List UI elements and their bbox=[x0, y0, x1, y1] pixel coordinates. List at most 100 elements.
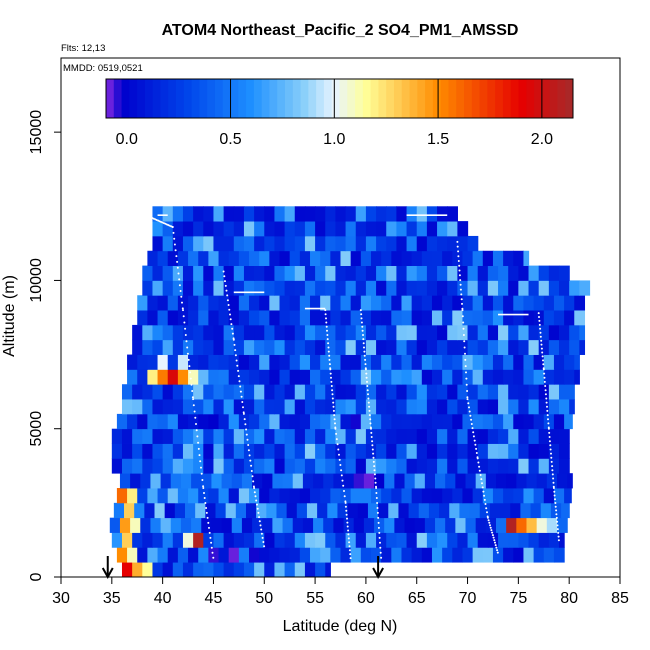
heatmap-cell bbox=[462, 295, 474, 311]
heatmap-cell bbox=[350, 369, 362, 385]
heatmap-cell bbox=[477, 458, 489, 474]
heatmap-cell bbox=[508, 280, 519, 296]
heatmap-cell bbox=[477, 339, 489, 355]
heatmap-cell bbox=[548, 532, 560, 548]
heatmap-cell bbox=[426, 532, 438, 548]
heatmap-cell bbox=[543, 413, 555, 430]
heatmap-cell bbox=[274, 458, 286, 474]
heatmap-cell bbox=[426, 265, 438, 281]
heatmap-cell bbox=[150, 473, 162, 489]
heatmap-cell bbox=[503, 354, 514, 370]
track-point bbox=[332, 409, 335, 412]
heatmap-cell bbox=[228, 488, 240, 504]
heatmap-cell bbox=[457, 324, 469, 341]
heatmap-cell bbox=[528, 532, 540, 548]
heatmap-cell bbox=[279, 250, 291, 266]
heatmap-cell bbox=[472, 369, 484, 385]
heatmap-cell bbox=[193, 443, 204, 459]
heatmap-cell bbox=[533, 295, 545, 311]
track-point bbox=[456, 240, 459, 243]
heatmap-cell bbox=[182, 399, 194, 415]
heatmap-cell bbox=[569, 399, 575, 415]
heatmap-cell bbox=[299, 547, 311, 563]
heatmap-cell bbox=[180, 517, 192, 533]
heatmap-cell bbox=[414, 517, 426, 533]
heatmap-cell bbox=[370, 369, 382, 385]
heatmap-cell bbox=[182, 235, 194, 252]
heatmap-cell bbox=[127, 369, 138, 385]
track-point bbox=[347, 537, 350, 540]
heatmap-cell bbox=[223, 428, 235, 444]
track-point bbox=[473, 439, 476, 442]
heatmap-cell bbox=[457, 428, 469, 444]
colorbar-frame bbox=[105, 78, 574, 119]
heatmap-cell bbox=[498, 532, 509, 548]
heatmap-cell bbox=[335, 428, 347, 444]
heatmap-cell bbox=[274, 399, 286, 415]
heatmap-cell bbox=[315, 443, 326, 459]
heatmap-cell bbox=[238, 295, 250, 311]
heatmap-cell bbox=[396, 206, 408, 222]
heatmap-cell bbox=[111, 443, 123, 459]
heatmap-cell bbox=[482, 413, 494, 430]
heatmap-cell bbox=[203, 443, 215, 459]
heatmap-cell bbox=[498, 443, 509, 459]
heatmap-cell bbox=[256, 502, 267, 519]
heatmap-cell bbox=[313, 517, 324, 533]
heatmap-cell bbox=[546, 473, 558, 489]
heatmap-cell bbox=[315, 458, 326, 474]
heatmap-cell bbox=[477, 384, 489, 400]
heatmap-cell bbox=[284, 399, 296, 415]
colorbar-swatch bbox=[230, 79, 239, 118]
heatmap-cell bbox=[132, 339, 143, 355]
heatmap-cell bbox=[503, 369, 514, 385]
heatmap-cell bbox=[284, 265, 296, 281]
heatmap-cell bbox=[111, 532, 123, 548]
heatmap-cell bbox=[462, 369, 474, 385]
heatmap-cell bbox=[559, 339, 570, 355]
heatmap-cell bbox=[299, 369, 311, 385]
heatmap-cell bbox=[228, 310, 240, 326]
heatmap-cell bbox=[335, 206, 347, 222]
track-point bbox=[459, 279, 462, 282]
track-point bbox=[370, 427, 372, 430]
heatmap-cell bbox=[245, 502, 257, 519]
heatmap-cell bbox=[386, 339, 397, 355]
heatmap-cell bbox=[325, 265, 337, 281]
track-point bbox=[231, 327, 234, 330]
plot-frame bbox=[60, 57, 621, 578]
heatmap-cell bbox=[188, 413, 199, 430]
colorbar-swatch bbox=[526, 79, 535, 118]
heatmap-cell bbox=[142, 324, 154, 341]
track-point bbox=[168, 224, 171, 227]
heatmap-cell bbox=[137, 413, 148, 430]
heatmap-cell bbox=[228, 250, 240, 266]
heatmap-cell bbox=[442, 369, 453, 385]
heatmap-cell bbox=[172, 221, 184, 237]
track-point bbox=[482, 490, 485, 493]
track-point bbox=[478, 469, 481, 472]
heatmap-cell bbox=[503, 413, 514, 430]
track-point bbox=[484, 503, 487, 505]
colorbar-swatch bbox=[300, 79, 309, 118]
heatmap-cell bbox=[340, 354, 352, 370]
heatmap-cell bbox=[201, 473, 213, 489]
heatmap-cell bbox=[462, 547, 474, 563]
heatmap-cell bbox=[335, 221, 347, 237]
heatmap-cell bbox=[416, 265, 428, 281]
heatmap-cell bbox=[508, 265, 519, 281]
track-point bbox=[545, 401, 548, 404]
track-point bbox=[364, 358, 367, 361]
heatmap-cell bbox=[442, 295, 453, 311]
heatmap-cell bbox=[142, 339, 154, 355]
heatmap-cell bbox=[337, 502, 349, 519]
heatmap-cell bbox=[320, 369, 331, 385]
heatmap-cell bbox=[254, 399, 265, 415]
heatmap-cell bbox=[442, 547, 453, 563]
heatmap-cell bbox=[147, 295, 159, 311]
heatmap-cell bbox=[533, 488, 545, 504]
heatmap-cell bbox=[365, 532, 377, 548]
heatmap-cell bbox=[564, 295, 575, 311]
heatmap-cell bbox=[177, 310, 189, 326]
heatmap-cell bbox=[350, 295, 362, 311]
